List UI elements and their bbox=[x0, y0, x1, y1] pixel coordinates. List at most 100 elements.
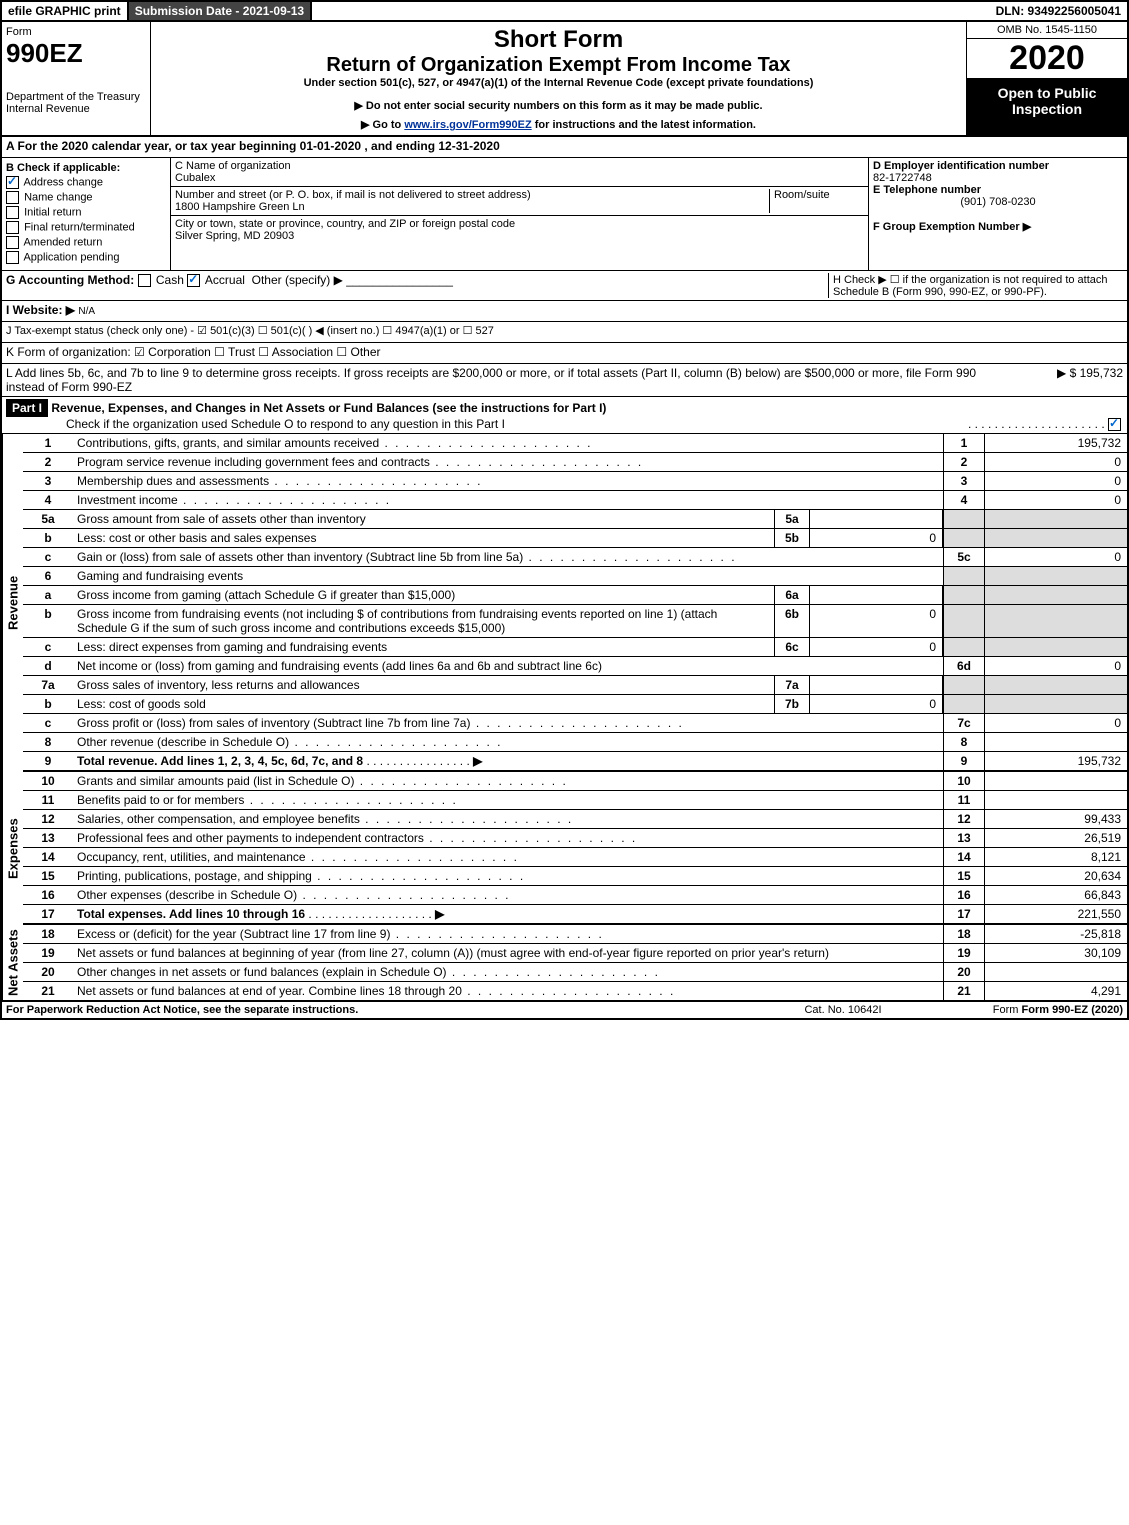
line-value: 99,433 bbox=[985, 810, 1127, 828]
check-final-return[interactable]: Final return/terminated bbox=[6, 221, 166, 234]
line-num: 3 bbox=[23, 472, 73, 490]
line-value bbox=[985, 676, 1127, 694]
checkbox-icon bbox=[6, 221, 19, 234]
header-right: OMB No. 1545-1150 2020 Open to Public In… bbox=[966, 22, 1127, 135]
line-value: 0 bbox=[985, 453, 1127, 471]
org-city-label: City or town, state or province, country… bbox=[175, 218, 515, 230]
subheader-goto: ▶ Go to www.irs.gov/Form990EZ for instru… bbox=[159, 118, 958, 131]
cash-label: Cash bbox=[156, 273, 184, 287]
line-desc: Printing, publications, postage, and shi… bbox=[73, 867, 943, 885]
line-desc: Program service revenue including govern… bbox=[73, 453, 943, 471]
line-subval: 0 bbox=[810, 605, 943, 637]
section-a-taxyear: A For the 2020 calendar year, or tax yea… bbox=[0, 137, 1129, 158]
ein-label: D Employer identification number bbox=[873, 160, 1049, 172]
room-suite: Room/suite bbox=[769, 189, 864, 213]
check-name-change[interactable]: Name change bbox=[6, 191, 166, 204]
line-desc: Investment income bbox=[73, 491, 943, 509]
line-num: c bbox=[23, 638, 73, 656]
check-app-pending[interactable]: Application pending bbox=[6, 251, 166, 264]
line-ref: 10 bbox=[943, 772, 985, 790]
checkbox-icon bbox=[6, 176, 19, 189]
form-label: Form bbox=[6, 26, 146, 38]
check-amended-return[interactable]: Amended return bbox=[6, 236, 166, 249]
row-l-text: L Add lines 5b, 6c, and 7b to line 9 to … bbox=[6, 366, 1003, 394]
line-desc: Net assets or fund balances at beginning… bbox=[73, 944, 943, 962]
line-subval bbox=[810, 510, 943, 528]
line-desc: Gross income from fundraising events (no… bbox=[73, 605, 774, 637]
dept-line1: Department of the Treasury bbox=[6, 91, 140, 103]
line-num: c bbox=[23, 714, 73, 732]
total-expenses-label: Total expenses. Add lines 10 through 16 bbox=[77, 907, 305, 921]
line-ref: 9 bbox=[943, 752, 985, 770]
line-value bbox=[985, 733, 1127, 751]
line-num: 17 bbox=[23, 905, 73, 923]
line-ref bbox=[943, 510, 985, 528]
amended-label: Amended return bbox=[23, 236, 102, 248]
line-num: 7a bbox=[23, 676, 73, 694]
header-center: Short Form Return of Organization Exempt… bbox=[151, 22, 966, 135]
row-k-form-org: K Form of organization: ☑ Corporation ☐ … bbox=[0, 343, 1129, 364]
check-address-change[interactable]: Address change bbox=[6, 176, 166, 189]
ein-value: 82-1722748 bbox=[873, 172, 932, 184]
dln-label: DLN: 93492256005041 bbox=[990, 2, 1127, 20]
line-num: b bbox=[23, 529, 73, 547]
line-value bbox=[985, 605, 1127, 637]
omb-number: OMB No. 1545-1150 bbox=[967, 22, 1127, 39]
line-ref: 13 bbox=[943, 829, 985, 847]
row-h: H Check ▶ ☐ if the organization is not r… bbox=[828, 273, 1123, 298]
revenue-block: Revenue 1Contributions, gifts, grants, a… bbox=[0, 434, 1129, 772]
line-value bbox=[985, 529, 1127, 547]
checkbox-icon[interactable] bbox=[138, 274, 151, 287]
checkbox-icon bbox=[6, 191, 19, 204]
line-desc: Other changes in net assets or fund bala… bbox=[73, 963, 943, 981]
goto-pre: ▶ Go to bbox=[361, 119, 404, 131]
line-desc: Membership dues and assessments bbox=[73, 472, 943, 490]
org-name-cell: C Name of organization Cubalex bbox=[171, 158, 868, 187]
other-specify-label: Other (specify) ▶ bbox=[252, 273, 343, 287]
group-exemption-label: F Group Exemption Number ▶ bbox=[873, 221, 1031, 233]
line-desc: Benefits paid to or for members bbox=[73, 791, 943, 809]
efile-print-button[interactable]: efile GRAPHIC print bbox=[2, 2, 129, 20]
phone-value: (901) 708-0230 bbox=[873, 196, 1123, 208]
line-desc: Other revenue (describe in Schedule O) bbox=[73, 733, 943, 751]
line-ref bbox=[943, 676, 985, 694]
line-num: d bbox=[23, 657, 73, 675]
line-subcol: 5b bbox=[774, 529, 810, 547]
line-ref: 5c bbox=[943, 548, 985, 566]
line-ref bbox=[943, 586, 985, 604]
line-num: 6 bbox=[23, 567, 73, 585]
line-ref: 12 bbox=[943, 810, 985, 828]
org-addr-cell: Number and street (or P. O. box, if mail… bbox=[171, 187, 868, 216]
line-num: c bbox=[23, 548, 73, 566]
col-b-checks: B Check if applicable: Address change Na… bbox=[2, 158, 171, 270]
line-num: 12 bbox=[23, 810, 73, 828]
line-num: 1 bbox=[23, 434, 73, 452]
line-value: 0 bbox=[985, 491, 1127, 509]
line-num: 19 bbox=[23, 944, 73, 962]
line-num: 10 bbox=[23, 772, 73, 790]
footer: For Paperwork Reduction Act Notice, see … bbox=[0, 1002, 1129, 1020]
info-grid: B Check if applicable: Address change Na… bbox=[0, 158, 1129, 271]
submission-date: Submission Date - 2021-09-13 bbox=[129, 2, 312, 20]
line-desc: Gaming and fundraising events bbox=[73, 567, 943, 585]
line-desc: Gain or (loss) from sale of assets other… bbox=[73, 548, 943, 566]
line-desc: Occupancy, rent, utilities, and maintena… bbox=[73, 848, 943, 866]
checkbox-icon[interactable] bbox=[187, 274, 200, 287]
line-value bbox=[985, 638, 1127, 656]
line-ref: 15 bbox=[943, 867, 985, 885]
line-ref: 19 bbox=[943, 944, 985, 962]
row-g-h: G Accounting Method: Cash Accrual Other … bbox=[0, 271, 1129, 301]
line-desc: Less: cost of goods sold bbox=[73, 695, 774, 713]
line-num: 13 bbox=[23, 829, 73, 847]
check-initial-return[interactable]: Initial return bbox=[6, 206, 166, 219]
irs-link[interactable]: www.irs.gov/Form990EZ bbox=[404, 119, 531, 131]
line-value: 0 bbox=[985, 548, 1127, 566]
checkbox-icon[interactable] bbox=[1108, 418, 1121, 431]
org-city-cell: City or town, state or province, country… bbox=[171, 216, 868, 244]
org-addr-value: 1800 Hampshire Green Ln bbox=[175, 201, 305, 213]
line-ref: 2 bbox=[943, 453, 985, 471]
line-ref bbox=[943, 638, 985, 656]
website-label: I Website: ▶ bbox=[6, 303, 75, 317]
line-desc: Gross sales of inventory, less returns a… bbox=[73, 676, 774, 694]
line-ref bbox=[943, 695, 985, 713]
